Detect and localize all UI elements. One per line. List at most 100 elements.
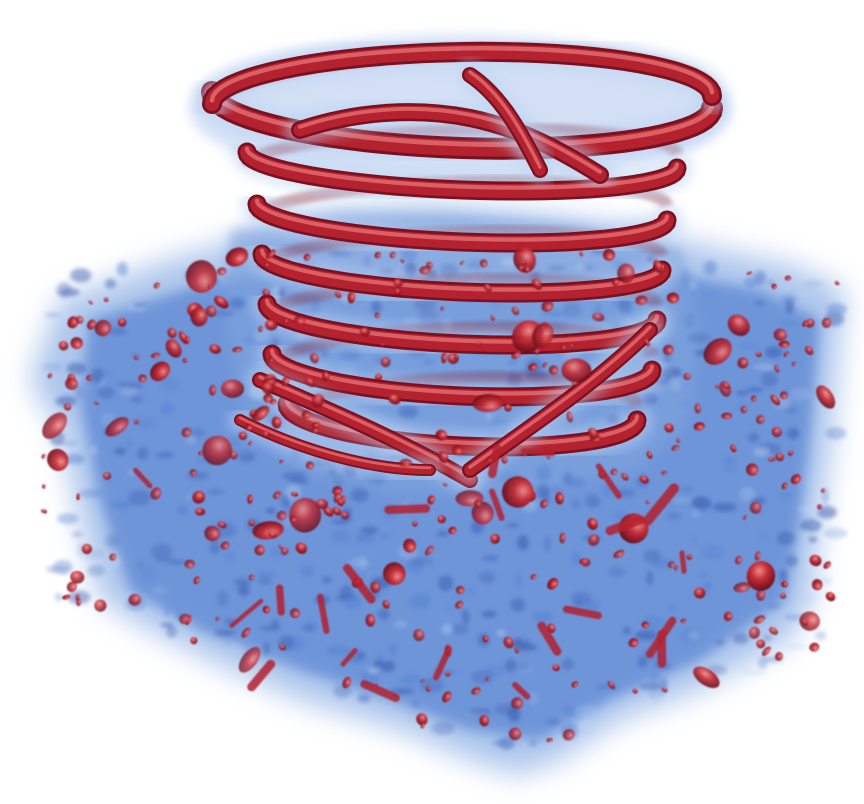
medium-speckle-patch — [438, 575, 454, 592]
vortex-blob — [723, 611, 733, 621]
vortex-blob — [42, 412, 67, 439]
vortex-worm — [317, 593, 330, 634]
vortex-blob — [311, 394, 325, 408]
medium-speckle-patch — [232, 435, 239, 448]
vortex-blob — [632, 688, 638, 694]
medium-speckle-patch — [742, 670, 766, 675]
vortex-blob — [265, 249, 276, 259]
medium-speckle-patch — [510, 597, 526, 612]
vortex-blob — [680, 618, 687, 624]
vortex-blob — [289, 515, 297, 523]
vortex-blob — [455, 585, 465, 595]
medium-speckle-patch — [375, 651, 383, 662]
vortex-blob — [204, 525, 221, 542]
vortex-worm — [537, 621, 562, 656]
vortex-blob — [190, 306, 208, 327]
vortex-blob — [530, 574, 537, 580]
medium-speckle-patch — [213, 310, 235, 317]
medium-speckle-patch — [423, 358, 435, 365]
medium-speckle-patch — [382, 660, 395, 673]
vortex-blob — [587, 517, 598, 530]
medium-speckle-patch — [733, 632, 749, 645]
vortex-blob — [781, 482, 788, 490]
vortex-blob — [427, 495, 435, 505]
vortex-blob — [548, 365, 559, 375]
medium-speckle-patch — [350, 488, 369, 503]
medium-speckle-patch — [747, 387, 764, 393]
medium-speckle-patch — [515, 572, 523, 587]
medium-speckle-patch — [244, 335, 255, 345]
vortex-blob — [290, 491, 299, 497]
medium-speckle-patch — [71, 531, 84, 538]
vortex-blob — [771, 426, 782, 438]
vortex-blob — [268, 530, 277, 539]
medium-speckle-patch — [111, 501, 132, 509]
medium-speckle-patch — [320, 347, 328, 358]
vortex-blob — [511, 306, 520, 316]
vortex-blob — [522, 453, 527, 457]
vortex-worm — [595, 463, 622, 499]
vortex-blob — [730, 444, 737, 453]
medium-speckle-patch — [79, 488, 103, 499]
vortex-blob — [190, 636, 198, 645]
medium-speckle-patch — [57, 440, 77, 446]
vortex-blob — [528, 363, 538, 371]
vortex-blob — [613, 549, 625, 559]
vortex-blob — [76, 493, 81, 501]
medium-speckle-patch — [104, 534, 120, 548]
vortex-blob — [821, 317, 832, 328]
vortex-blob — [301, 410, 311, 420]
vortex-worm — [133, 467, 153, 489]
vortex-blob — [628, 638, 639, 648]
medium-speckle-patch — [670, 497, 691, 503]
vortex-blob — [65, 377, 78, 390]
medium-speckle-patch — [691, 510, 700, 518]
descending-strand-core — [235, 415, 435, 475]
vortex-blob — [471, 687, 481, 695]
medium-speckle-patch — [56, 282, 73, 298]
medium-speckle-patch — [237, 584, 250, 596]
vortex-blob — [799, 611, 820, 631]
medium-speckle-patch — [283, 471, 307, 481]
vortex-blob — [555, 492, 564, 505]
medium-speckle-patch — [796, 592, 817, 603]
medium-speckle-patch — [680, 269, 691, 286]
vortex-blob — [471, 501, 494, 525]
medium-speckle-patch — [378, 532, 392, 540]
medium-speckle-patch — [563, 705, 576, 716]
vortex-blob — [184, 559, 195, 569]
inner-swirl-tube-core — [293, 105, 607, 182]
medium-speckle-patch — [57, 513, 79, 525]
vortex-blob — [683, 373, 691, 380]
vortex-blob — [693, 422, 705, 431]
vortex-blob — [189, 469, 197, 477]
medium-speckle-patch — [389, 688, 414, 695]
vortex-blob — [771, 283, 777, 290]
vortex-blob — [273, 491, 281, 500]
vortex-blob — [775, 452, 784, 462]
medium-speckle-patch — [166, 625, 177, 639]
medium-speckle-patch — [129, 395, 144, 403]
medium-speckle-patch — [431, 721, 455, 735]
vortex-blob — [262, 430, 270, 439]
medium-speckle-patch — [536, 465, 551, 482]
vortex-blob — [502, 476, 534, 508]
vortex-blob — [178, 331, 188, 344]
vortex-blob — [562, 728, 575, 741]
vortex-blob — [248, 574, 255, 581]
medium-speckle-patch — [688, 281, 698, 291]
vortex-blob — [128, 593, 142, 606]
vortex-blob — [295, 542, 307, 554]
vortex-blob — [365, 613, 376, 627]
medium-speckle-patch — [359, 555, 367, 570]
vortex-blob — [309, 352, 319, 364]
vortex-blob — [380, 342, 384, 347]
medium-speckle-patch — [137, 560, 144, 571]
vortex-worm — [562, 605, 602, 620]
medium-speckle-patch — [767, 279, 774, 285]
medium-speckle-patch — [760, 530, 770, 541]
vortex-worm — [275, 584, 285, 616]
vortex-blob — [153, 282, 160, 289]
vortex-blob — [437, 515, 446, 524]
